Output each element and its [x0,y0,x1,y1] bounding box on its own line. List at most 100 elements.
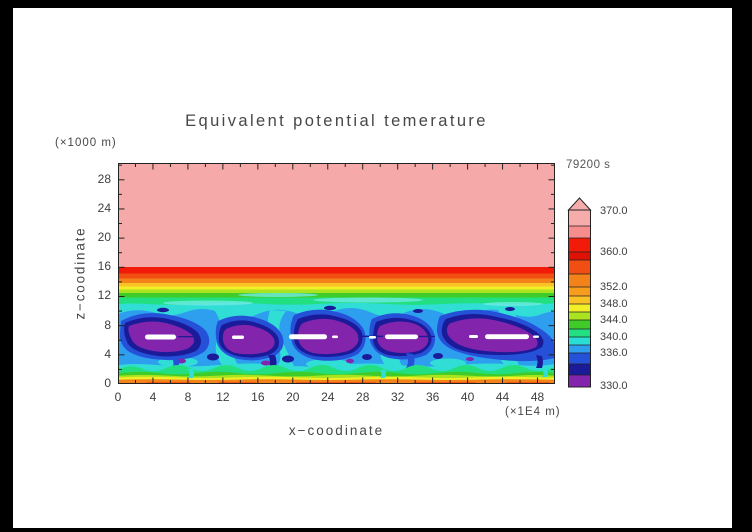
colorbar-band [568,304,591,312]
colorbar-tick-label: 352.0 [600,281,628,293]
colorbar-band [568,238,591,252]
x-tick-label: 0 [114,390,122,404]
time-label: 79200 s [566,159,611,171]
colorbar-tick-label: 330.0 [600,380,628,392]
colorbar-tick-label: 336.0 [600,347,628,359]
white-minimum-streak [289,334,327,340]
colorbar-band [568,274,591,287]
white-minimum-streak [332,335,338,339]
green-band [118,293,555,298]
colorbar-band [568,312,591,320]
purple-fragment [261,360,271,366]
light-cyan-streak [483,302,543,306]
x-tick-label: 12 [216,390,230,404]
colorbar-band [568,375,591,387]
y-tick-label: 16 [97,259,111,274]
orangered-band [118,273,555,279]
downdraft-drip [536,355,543,368]
y-unit-label: (×1000 m) [55,137,117,149]
axis-ticks [118,163,555,384]
navy-cap [505,307,515,311]
red-band [118,267,555,274]
navy-streak [419,335,435,338]
x-tick-label: 40 [460,390,475,404]
page-title: Equivalent potential temerature [185,112,488,130]
y-tick-label: 24 [97,200,111,215]
colorbar-band [568,210,591,226]
light-cyan-streak [313,297,423,303]
white-minimum-streak [485,334,529,340]
cyan-tongue [542,369,548,377]
y-tick-label: 20 [97,230,111,245]
navy-fragment [433,353,443,359]
colorbar-scale [567,197,592,388]
white-minimum-streak [145,334,176,340]
theta-e-contour-plot [118,163,555,384]
orange-band [118,278,555,284]
navy-cap [324,305,336,311]
colorbar-band [568,226,591,238]
y-tick-label: 8 [104,317,111,332]
colorbar-band [568,287,591,296]
purple-fragment [466,357,474,361]
plot-canvas: Equivalent potential temerature (×1000 m… [13,8,732,528]
y-tick-label: 28 [97,171,111,186]
colorbar-band [568,296,591,304]
x-tick-label: 4 [149,390,157,404]
colorbar-tick-label: 344.0 [600,314,628,326]
colorbar-tick-label: 348.0 [600,298,628,310]
chartreuse-band [118,289,555,294]
colorbar-frame [568,209,591,388]
cyan-tongue [188,369,194,378]
purple-cold-core [222,324,275,355]
x-tick-label: 32 [390,390,405,404]
colorbar-tick-label: 340.0 [600,331,628,343]
y-tick-label: 12 [97,288,111,303]
downdraft-drip [406,353,415,368]
x-tick-label: 36 [425,390,440,404]
x-tick-label: 44 [495,390,510,404]
x-axis-title: x−coodinate [288,423,385,438]
pink-upper-region [118,163,555,268]
colorbar-tick-label: 370.0 [600,205,628,217]
light-cyan-streak [238,293,318,297]
colorbar-tick-label: 360.0 [600,246,628,258]
navy-streak [178,336,196,338]
yelloworange-band [118,283,555,287]
colorbar-band [568,364,591,375]
x-tick-label: 8 [184,390,192,404]
colorbar-band [568,353,591,364]
colorbar-overflow-arrow-icon [567,197,592,211]
x-tick-label: 20 [286,390,300,404]
colorbar-band [568,345,591,353]
purple-fragment [346,358,354,364]
colorbar-band [568,252,591,260]
white-minimum-streak [385,334,418,340]
navy-cap [413,309,423,313]
y-tick-label: 4 [104,346,111,361]
colorbar-band [568,260,591,274]
plot-frame [118,163,555,384]
white-minimum-streak [533,335,539,338]
navy-fragment [282,355,294,363]
x-tick-label: 48 [530,390,545,404]
white-minimum-streak [469,335,478,338]
x-tick-label: 16 [251,390,265,404]
navy-fragment [207,353,219,361]
x-tick-label: 24 [321,390,335,404]
light-cyan-streak [163,300,253,306]
white-minimum-streak [369,336,376,339]
yellow-band [118,286,555,290]
navy-cap [157,307,169,313]
x-tick-label: 28 [356,390,370,404]
colorbar: 370.0 360.0 352.0 348.0 344.0 340.0 336.0 330.0 [567,196,662,396]
colorbar-band [568,320,591,329]
cyan-tongue [380,370,386,378]
colorbar-band [568,337,591,345]
purple-cold-core [298,318,359,355]
y-tick-label: 0 [104,376,111,390]
colorbar-band [568,329,591,337]
cyan-pocket [430,358,466,368]
navy-fragment [362,354,372,360]
